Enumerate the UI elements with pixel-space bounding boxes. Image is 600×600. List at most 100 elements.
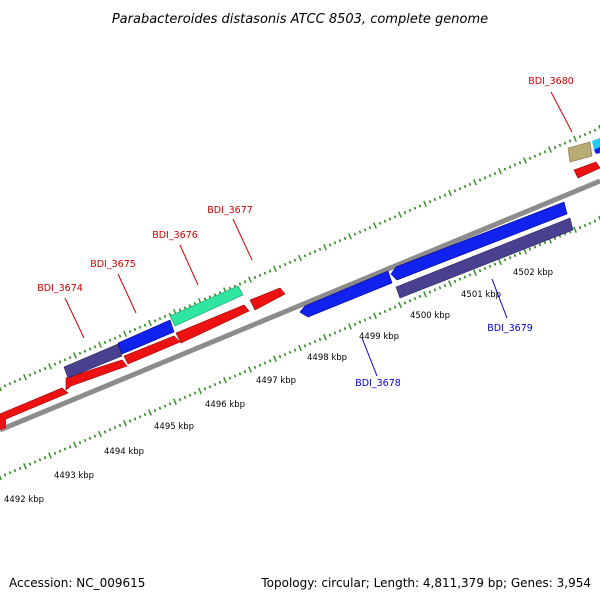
minor-tick-mark bbox=[338, 239, 342, 243]
forward-features bbox=[0, 138, 600, 430]
minor-tick-mark bbox=[468, 273, 472, 277]
minor-tick-mark bbox=[518, 251, 522, 256]
minor-tick-mark bbox=[138, 415, 142, 419]
cds-feature[interactable] bbox=[63, 343, 123, 379]
gene-label-bdi-3675[interactable]: BDI_3675 bbox=[90, 259, 136, 270]
minor-tick-mark bbox=[128, 330, 132, 334]
minor-tick-mark bbox=[168, 402, 172, 406]
minor-tick-mark bbox=[518, 161, 522, 165]
gene-label-bdi-3678[interactable]: BDI_3678 bbox=[355, 378, 401, 389]
leader-line bbox=[361, 337, 378, 377]
minor-tick-mark bbox=[158, 317, 162, 321]
minor-tick-mark bbox=[218, 380, 222, 385]
minor-tick-mark bbox=[453, 189, 457, 193]
minor-tick-mark bbox=[263, 271, 267, 275]
minor-tick-mark bbox=[268, 269, 272, 273]
minor-tick-mark bbox=[303, 344, 307, 348]
minor-tick-mark bbox=[478, 268, 482, 273]
minor-tick-mark bbox=[293, 258, 297, 262]
minor-tick-mark bbox=[368, 316, 372, 320]
minor-tick-mark bbox=[188, 304, 192, 308]
minor-tick-mark bbox=[453, 279, 457, 283]
major-tick-mark bbox=[598, 124, 600, 130]
cds-feature[interactable] bbox=[299, 270, 393, 318]
cds-feature[interactable] bbox=[117, 319, 175, 355]
minor-tick-mark bbox=[468, 182, 472, 186]
gene-label-bdi-3680[interactable]: BDI_3680 bbox=[528, 76, 574, 87]
minor-tick-mark bbox=[18, 466, 22, 471]
minor-tick-mark bbox=[38, 369, 42, 373]
minor-tick-mark bbox=[88, 436, 92, 440]
minor-tick-mark bbox=[253, 275, 257, 280]
cds-feature[interactable] bbox=[169, 285, 244, 327]
gene-label-bdi-3674[interactable]: BDI_3674 bbox=[37, 283, 83, 294]
minor-tick-mark bbox=[203, 297, 207, 301]
minor-tick-mark bbox=[8, 382, 12, 386]
minor-tick-mark bbox=[88, 347, 92, 351]
minor-tick-mark bbox=[53, 362, 57, 366]
cds-feature[interactable] bbox=[0, 413, 6, 430]
leader-line bbox=[64, 297, 85, 339]
kbp-tick-label: 4501 kbp bbox=[461, 290, 501, 300]
major-tick-mark bbox=[48, 363, 52, 370]
minor-tick-mark bbox=[193, 391, 197, 395]
minor-tick-mark bbox=[303, 254, 307, 258]
leader-line bbox=[550, 91, 573, 133]
major-tick-mark bbox=[348, 323, 352, 330]
minor-tick-mark bbox=[328, 243, 332, 247]
kbp-tick-label: 4499 kbp bbox=[359, 332, 399, 342]
minor-tick-mark bbox=[408, 208, 412, 212]
cds-feature[interactable] bbox=[175, 304, 250, 344]
cds-feature[interactable] bbox=[390, 201, 568, 281]
minor-tick-mark bbox=[438, 286, 442, 290]
minor-tick-mark bbox=[513, 253, 517, 258]
cds-feature[interactable] bbox=[567, 141, 593, 163]
cds-feature[interactable] bbox=[0, 387, 69, 422]
minor-tick-mark bbox=[588, 221, 592, 225]
cds-feature[interactable] bbox=[592, 138, 600, 150]
minor-tick-mark bbox=[438, 195, 442, 199]
minor-tick-mark bbox=[478, 178, 482, 182]
minor-tick-mark bbox=[93, 434, 97, 438]
cds-feature[interactable] bbox=[123, 335, 181, 365]
minor-tick-mark bbox=[353, 322, 357, 326]
gene-label-bdi-3677[interactable]: BDI_3677 bbox=[207, 205, 253, 216]
minor-tick-mark bbox=[58, 449, 62, 453]
minor-tick-mark bbox=[3, 473, 7, 477]
minor-tick-mark bbox=[383, 309, 387, 314]
minor-tick-mark bbox=[113, 425, 117, 430]
minor-tick-mark bbox=[503, 167, 507, 171]
gene-label-bdi-3679[interactable]: BDI_3679 bbox=[487, 323, 533, 334]
minor-tick-mark bbox=[53, 451, 57, 455]
minor-tick-mark bbox=[558, 143, 562, 147]
major-tick-mark bbox=[123, 330, 127, 338]
minor-tick-mark bbox=[208, 295, 212, 299]
major-tick-mark bbox=[0, 386, 2, 392]
minor-tick-mark bbox=[8, 471, 12, 475]
minor-tick-mark bbox=[443, 284, 447, 288]
minor-tick-mark bbox=[388, 307, 392, 311]
major-tick-mark bbox=[98, 341, 102, 348]
minor-tick-mark bbox=[43, 366, 47, 371]
genome-summary-text: Topology: circular; Length: 4,811,379 bp… bbox=[260, 576, 591, 590]
minor-tick-mark bbox=[68, 445, 72, 449]
gene-label-bdi-3676[interactable]: BDI_3676 bbox=[152, 230, 198, 241]
major-tick-mark bbox=[373, 312, 377, 319]
minor-tick-mark bbox=[263, 361, 267, 365]
kbp-tick-label: 4492 kbp bbox=[4, 495, 44, 505]
minor-tick-mark bbox=[108, 338, 112, 342]
minor-tick-mark bbox=[488, 264, 492, 268]
major-tick-mark bbox=[23, 373, 27, 381]
minor-tick-mark bbox=[353, 232, 357, 236]
cds-feature[interactable] bbox=[573, 161, 600, 179]
cds-feature[interactable] bbox=[65, 359, 128, 391]
cds-feature[interactable] bbox=[249, 287, 286, 311]
reverse-features bbox=[299, 201, 574, 318]
minor-tick-mark bbox=[278, 354, 282, 359]
accession-text: Accession: NC_009615 bbox=[9, 576, 145, 590]
cds-feature[interactable] bbox=[395, 217, 574, 299]
cds-feature[interactable] bbox=[594, 147, 600, 154]
minor-tick-mark bbox=[238, 372, 242, 376]
minor-tick-mark bbox=[63, 447, 67, 451]
